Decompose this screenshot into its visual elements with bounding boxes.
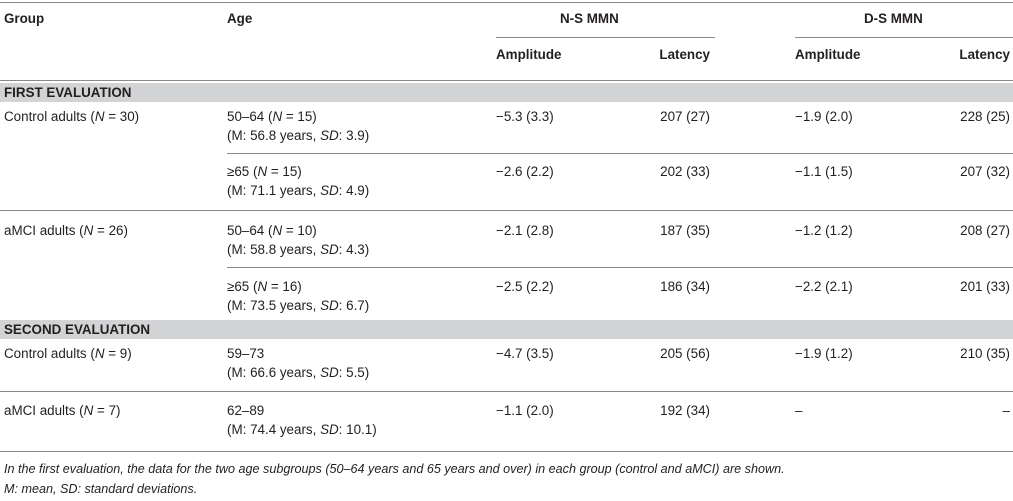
ds-amplitude-cell: −1.9 (1.2) bbox=[795, 346, 853, 361]
age-stats: (M: 73.5 years, SD: 6.7) bbox=[227, 298, 370, 313]
ns-amplitude-cell: −5.3 (3.3) bbox=[496, 109, 554, 124]
ds-amplitude-cell: −2.2 (2.1) bbox=[795, 279, 853, 294]
group-label: Control adults (N = 9) bbox=[4, 346, 132, 361]
group-rule bbox=[0, 210, 1013, 211]
ns-latency-cell: 202 (33) bbox=[660, 164, 710, 179]
age-range: 50–64 (N = 10) bbox=[227, 223, 317, 238]
ds-amplitude-cell: – bbox=[795, 403, 803, 418]
ns-amplitude-cell: −1.1 (2.0) bbox=[496, 403, 554, 418]
age-stats: (M: 58.8 years, SD: 4.3) bbox=[227, 242, 370, 257]
age-range: 62–89 bbox=[227, 403, 265, 418]
top-rule bbox=[0, 2, 1013, 3]
bottom-rule bbox=[0, 451, 1013, 452]
ds-latency-cell: – bbox=[1002, 403, 1010, 418]
age-stats: (M: 66.6 years, SD: 5.5) bbox=[227, 365, 370, 380]
ns-amplitude-cell: −2.6 (2.2) bbox=[496, 164, 554, 179]
age-range: ≥65 (N = 15) bbox=[227, 164, 302, 179]
header-ds-latency: Latency bbox=[959, 47, 1010, 62]
header-bottom-rule bbox=[0, 80, 1013, 81]
ds-latency-cell: 228 (25) bbox=[960, 109, 1010, 124]
header-age: Age bbox=[227, 11, 253, 26]
ds-latency-cell: 207 (32) bbox=[960, 164, 1010, 179]
age-range: 59–73 bbox=[227, 346, 265, 361]
age-stats: (M: 74.4 years, SD: 10.1) bbox=[227, 422, 377, 437]
section-title-first: FIRST EVALUATION bbox=[4, 85, 132, 100]
ds-latency-cell: 208 (27) bbox=[960, 223, 1010, 238]
header-ds-mmn: D-S MMN bbox=[864, 11, 923, 26]
ds-amplitude-cell: −1.1 (1.5) bbox=[795, 164, 853, 179]
section-band-second bbox=[0, 320, 1013, 339]
row-rule bbox=[227, 267, 1013, 268]
ns-latency-cell: 187 (35) bbox=[660, 223, 710, 238]
row-rule bbox=[227, 153, 1013, 154]
group-label: aMCI adults (N = 7) bbox=[4, 403, 121, 418]
header-ds-amplitude: Amplitude bbox=[795, 47, 861, 62]
footnote-1: In the first evaluation, the data for th… bbox=[4, 462, 785, 476]
group-rule bbox=[0, 391, 1013, 392]
header-ns-latency: Latency bbox=[659, 47, 710, 62]
section-title-second: SECOND EVALUATION bbox=[4, 322, 151, 337]
age-range: 50–64 (N = 15) bbox=[227, 109, 317, 124]
ds-latency-cell: 210 (35) bbox=[960, 346, 1010, 361]
age-stats: (M: 71.1 years, SD: 4.9) bbox=[227, 183, 370, 198]
header-ns-amplitude: Amplitude bbox=[496, 47, 562, 62]
ns-span-rule bbox=[496, 37, 715, 38]
age-range: ≥65 (N = 16) bbox=[227, 279, 302, 294]
footnote-2: M: mean, SD: standard deviations. bbox=[4, 482, 198, 496]
ds-amplitude-cell: −1.9 (2.0) bbox=[795, 109, 853, 124]
group-label: Control adults (N = 30) bbox=[4, 109, 140, 124]
ds-latency-cell: 201 (33) bbox=[960, 279, 1010, 294]
header-ns-mmn: N-S MMN bbox=[560, 11, 619, 26]
header-group: Group bbox=[4, 11, 45, 26]
ns-latency-cell: 207 (27) bbox=[660, 109, 710, 124]
age-stats: (M: 56.8 years, SD: 3.9) bbox=[227, 128, 370, 143]
ns-amplitude-cell: −2.5 (2.2) bbox=[496, 279, 554, 294]
ns-amplitude-cell: −2.1 (2.8) bbox=[496, 223, 554, 238]
ds-amplitude-cell: −1.2 (1.2) bbox=[795, 223, 853, 238]
ns-latency-cell: 186 (34) bbox=[660, 279, 710, 294]
ns-latency-cell: 192 (34) bbox=[660, 403, 710, 418]
ns-latency-cell: 205 (56) bbox=[660, 346, 710, 361]
ns-amplitude-cell: −4.7 (3.5) bbox=[496, 346, 554, 361]
section-band-first bbox=[0, 83, 1013, 102]
group-label: aMCI adults (N = 26) bbox=[4, 223, 128, 238]
ds-span-rule bbox=[795, 37, 1013, 38]
